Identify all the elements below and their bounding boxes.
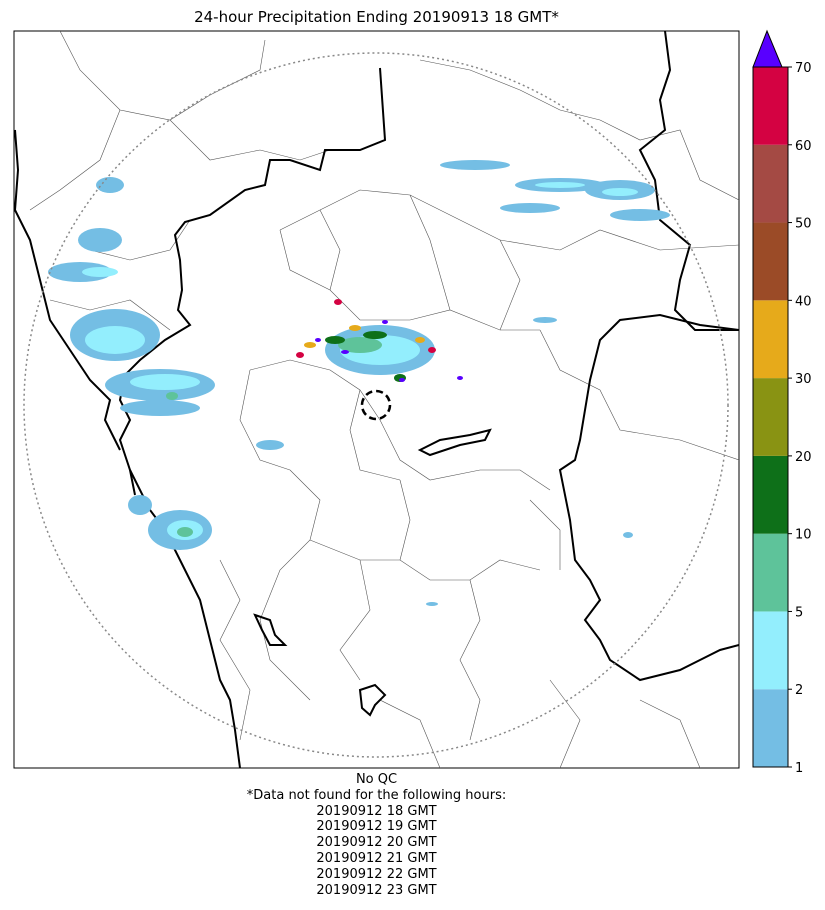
- map-title: 24-hour Precipitation Ending 20190913 18…: [194, 8, 559, 26]
- missing-hour: 20190912 18 GMT: [316, 803, 437, 819]
- radar-site-marker: [360, 389, 392, 421]
- colorbar-band: [753, 611, 788, 690]
- missing-hour: 20190912 21 GMT: [316, 850, 437, 866]
- colorbar-band: [753, 67, 788, 145]
- colorbar-tick-label: 50: [795, 217, 812, 232]
- colorbar-overflow-arrow: [752, 29, 783, 68]
- colorbar-band: [753, 378, 788, 456]
- state-boundaries: [14, 31, 739, 768]
- map-frame: [13, 30, 740, 769]
- footer-notes: No QC *Data not found for the following …: [14, 772, 739, 898]
- colorbar-outline: [752, 66, 789, 768]
- missing-hour: 20190912 22 GMT: [316, 866, 437, 882]
- colorbar-tick-label: 70: [795, 61, 812, 76]
- district-boundaries: [29, 31, 739, 768]
- missing-hour: 20190912 20 GMT: [316, 835, 437, 851]
- colorbar-band: [753, 455, 788, 534]
- colorbar-tick-label: 5: [795, 605, 803, 620]
- colorbar-tick-label: 20: [795, 450, 812, 465]
- qc-status: No QC: [355, 772, 398, 787]
- colorbar-band: [753, 689, 788, 767]
- colorbar-band: [753, 533, 788, 612]
- colorbar-band: [753, 144, 788, 223]
- colorbar-tick-label: 30: [795, 372, 812, 387]
- precipitation-overlay: [48, 160, 670, 606]
- colorbar-tick-label: 1: [795, 761, 803, 776]
- missing-data-note: *Data not found for the following hours:: [246, 787, 507, 803]
- colorbar-tick-label: 10: [795, 528, 812, 543]
- colorbar-band: [753, 300, 788, 379]
- colorbar-band: [753, 222, 788, 301]
- missing-hour: 20190912 19 GMT: [316, 819, 437, 835]
- colorbar-tick-label: 2: [795, 683, 803, 698]
- colorbar: 1 2 5 10 20 30 40 50 60 70: [752, 29, 812, 776]
- colorbar-tick-label: 60: [795, 139, 812, 154]
- colorbar-tick-label: 40: [795, 294, 812, 309]
- missing-hour: 20190912 23 GMT: [316, 882, 437, 898]
- radar-range-ring: [23, 52, 729, 758]
